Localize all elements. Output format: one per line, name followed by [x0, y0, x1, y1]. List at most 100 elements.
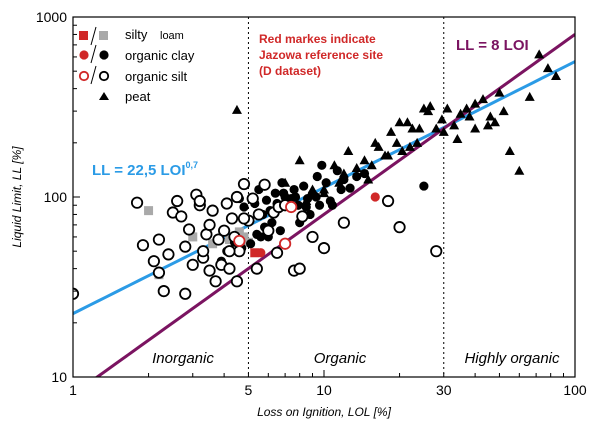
reference-note-line1: Red markes indicate: [259, 32, 376, 46]
data-point-organic-clay: [261, 195, 272, 205]
fit-label-blue-exponent: 0,7: [186, 160, 199, 170]
x-tick-label: 10: [316, 382, 332, 398]
zone-label-organic: Organic: [314, 350, 367, 367]
data-point-organic-silt: [233, 245, 246, 258]
data-point-peat: [449, 120, 460, 130]
data-point-peat: [404, 141, 415, 151]
data-point-silty-loam: [208, 239, 218, 249]
legend-label-organic-clay: organic clay: [125, 48, 195, 63]
data-point-organic-silt: [270, 246, 284, 259]
data-point-organic-silt: [203, 264, 216, 277]
data-point-jazowa-organic-silt: [285, 200, 298, 214]
legend-label-silty: silty: [125, 27, 148, 42]
legend-separator: [90, 26, 97, 46]
data-point-jazowa-organic-silt: [279, 237, 292, 250]
data-point-organic-clay: [352, 171, 362, 182]
data-point-organic-clay: [289, 184, 299, 195]
legend-marker-organic-clay-circle: [99, 50, 109, 60]
data-point-organic-silt: [223, 262, 236, 275]
data-point-peat: [370, 137, 381, 147]
data-point-organic-silt: [136, 239, 150, 252]
data-point-peat: [504, 146, 515, 156]
data-point-organic-silt: [317, 242, 331, 255]
data-point-silty-loam: [144, 206, 154, 216]
data-point-peat: [436, 114, 447, 124]
data-point-peat: [489, 117, 500, 127]
data-point-silty-loam: [239, 232, 249, 242]
data-point-organic-silt: [252, 208, 265, 221]
data-point-organic-silt: [162, 248, 175, 261]
data-point-peat: [280, 177, 291, 187]
legend-marker-organic-silt-red-circle: [78, 70, 90, 82]
data-point-organic-silt: [337, 216, 350, 229]
data-point-organic-silt: [306, 230, 319, 244]
legend-marker-organic-clay-red-circle: [79, 50, 89, 60]
y-tick-label: 100: [44, 189, 68, 205]
legend: silty loam organic clay organic silt pea…: [78, 26, 195, 104]
y-axis: 10 100 1000: [36, 9, 80, 385]
data-point-organic-clay: [270, 188, 280, 198]
data-point-peat: [498, 106, 509, 116]
data-point-peat: [391, 137, 402, 147]
fit-label-blue: LL = 22,5 LOI0,7: [92, 160, 198, 179]
data-point-organic-silt: [157, 285, 170, 298]
legend-label-organic-silt: organic silt: [125, 69, 188, 84]
data-point-peat: [470, 98, 481, 108]
zone-label-highly-organic: Highly organic: [464, 350, 560, 367]
data-point-organic-silt: [393, 221, 406, 234]
y-axis-label: Liquid Limit, LL [%]: [10, 146, 24, 248]
data-points: [73, 49, 561, 300]
data-point-organic-silt: [175, 210, 188, 223]
legend-marker-peat-triangle: [99, 92, 109, 100]
data-point-organic-clay: [321, 178, 331, 188]
data-point-organic-clay: [299, 181, 309, 191]
data-point-peat: [452, 134, 463, 144]
data-point-organic-clay: [278, 188, 289, 198]
data-point-organic-silt: [230, 190, 244, 204]
data-point-organic-silt: [220, 197, 233, 210]
data-point-organic-clay: [314, 200, 325, 210]
data-point-peat: [301, 196, 312, 206]
data-point-organic-silt: [218, 224, 231, 237]
x-tick-label: 5: [245, 382, 253, 398]
data-point-peat: [431, 123, 442, 133]
data-point-organic-silt: [152, 266, 166, 279]
legend-label-peat: peat: [125, 89, 151, 104]
data-point-jazowa-organic-silt: [233, 234, 246, 248]
legend-marker-silty-loam-square: [99, 31, 108, 40]
data-point-peat: [363, 174, 374, 184]
x-tick-label: 1: [69, 382, 77, 398]
data-point-peat: [319, 188, 329, 198]
y-tick-label: 10: [51, 369, 67, 385]
data-point-organic-clay: [239, 202, 249, 212]
data-point-peat: [414, 123, 425, 133]
data-point-organic-silt: [182, 223, 196, 236]
reference-note-line2: Jazowa reference site: [259, 48, 383, 62]
data-point-organic-clay: [290, 192, 301, 202]
data-point-peat: [514, 165, 525, 175]
data-point-organic-silt: [171, 194, 184, 208]
fit-label-blue-main: LL = 22,5 LOI: [92, 162, 186, 179]
data-point-organic-silt: [206, 204, 219, 217]
data-point-peat: [386, 126, 397, 136]
data-point-peat: [412, 137, 423, 147]
data-point-organic-silt: [430, 245, 443, 258]
data-point-peat: [524, 91, 535, 101]
data-point-organic-silt: [237, 177, 251, 191]
data-point-organic-silt: [193, 194, 206, 208]
data-point-peat: [343, 146, 354, 156]
data-point-organic-clay: [317, 160, 327, 170]
data-point-organic-silt: [223, 245, 236, 258]
data-point-peat: [359, 155, 370, 165]
data-point-organic-silt: [230, 275, 244, 288]
data-point-organic-silt: [212, 233, 225, 246]
data-point-peat: [534, 49, 545, 59]
data-point-organic-clay: [311, 192, 321, 202]
data-point-organic-silt: [258, 178, 271, 191]
legend-label-loam: loam: [160, 30, 184, 42]
data-point-peat: [338, 168, 349, 178]
data-point-organic-silt: [296, 210, 309, 223]
data-point-organic-clay: [312, 171, 322, 182]
data-point-organic-silt: [186, 258, 199, 271]
x-tick-label: 100: [563, 382, 587, 398]
